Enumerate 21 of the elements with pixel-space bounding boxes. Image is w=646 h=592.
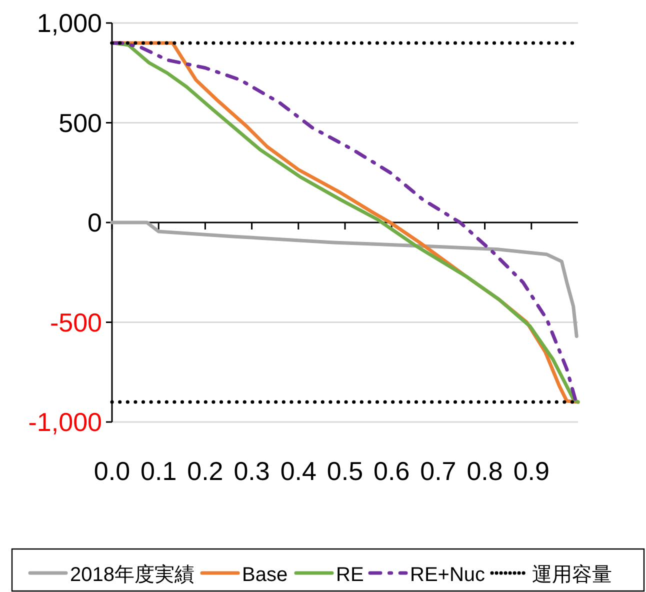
y-tick-label: -500 bbox=[50, 307, 102, 338]
y-tick-label: -1,000 bbox=[28, 407, 102, 437]
y-tick-label: 1,000 bbox=[36, 8, 102, 38]
line-series bbox=[110, 220, 578, 338]
x-tick-label: 0.9 bbox=[513, 456, 550, 486]
x-tick-label: 0.1 bbox=[140, 456, 177, 486]
x-tick-label: 0.5 bbox=[326, 456, 364, 486]
x-tick-label: 0.3 bbox=[234, 456, 270, 486]
legend-label: RE+Nuc bbox=[410, 564, 486, 586]
legend-label: Base bbox=[242, 564, 288, 586]
legend-label: RE bbox=[336, 564, 364, 586]
y-tick-label: 0 bbox=[88, 208, 102, 238]
y-tick-label: 500 bbox=[58, 108, 102, 138]
x-tick-label: 0.2 bbox=[187, 456, 224, 486]
x-tick-label: 0.0 bbox=[94, 456, 130, 486]
x-tick-label: 0.8 bbox=[466, 456, 503, 486]
x-tick-label: 0.7 bbox=[420, 456, 456, 486]
x-tick-label: 0.6 bbox=[374, 456, 410, 486]
legend-label: 2018年度実績 bbox=[70, 563, 194, 586]
legend-label: 運用容量 bbox=[532, 564, 612, 586]
x-tick-label: 0.4 bbox=[280, 456, 316, 486]
